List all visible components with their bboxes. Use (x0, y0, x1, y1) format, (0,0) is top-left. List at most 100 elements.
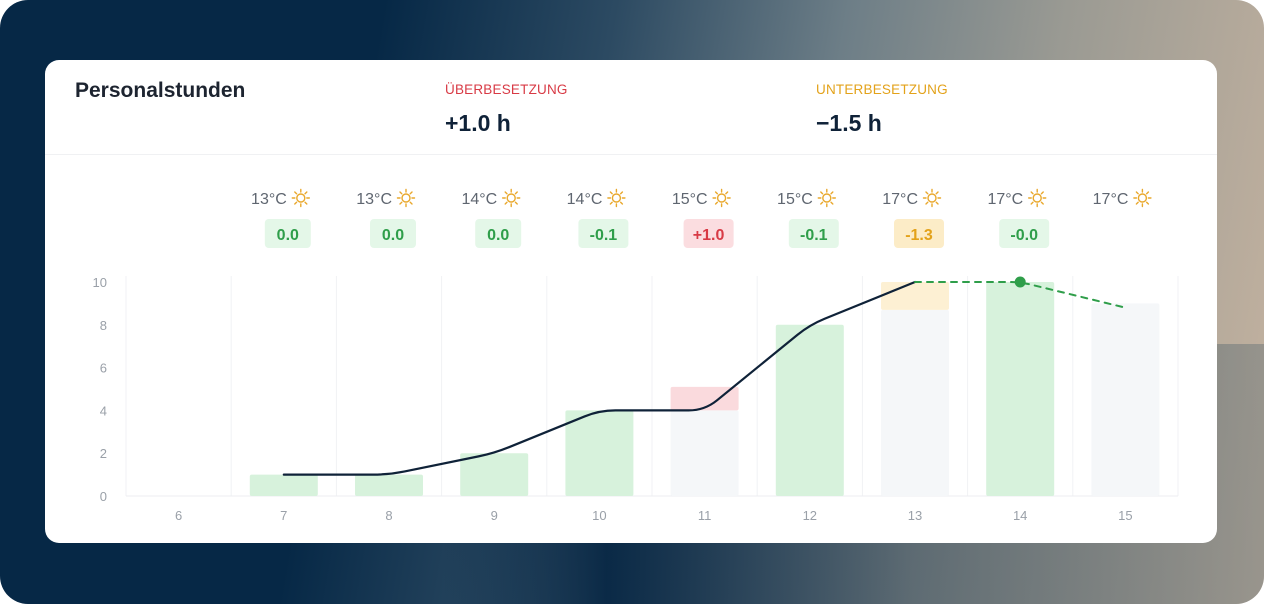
x-tick-label: 6 (175, 508, 182, 523)
staffed-bar (355, 474, 423, 496)
sun-ray (830, 191, 834, 195)
overstaffing-label: ÜBERBESETZUNG (445, 82, 568, 97)
x-tick-label: 15 (1118, 508, 1132, 523)
sun-ray (1030, 201, 1034, 205)
temperature-label: 15°C (672, 191, 708, 208)
y-tick-label: 8 (100, 318, 107, 333)
y-tick-label: 2 (100, 446, 107, 461)
understaffed-segment (881, 282, 949, 310)
y-tick-label: 4 (100, 403, 107, 418)
sun-ray (619, 201, 624, 205)
sun-core (822, 193, 832, 203)
demand-line (282, 280, 917, 476)
delta-badge-value: 0.0 (487, 227, 509, 244)
sun-ray (725, 191, 729, 195)
x-tick-label: 9 (491, 508, 498, 523)
x-tick-label: 13 (908, 508, 922, 523)
staffed-bar (775, 324, 844, 496)
delta-badge: -0.0 (999, 219, 1050, 248)
sun-ray (409, 201, 413, 205)
sun-ray (830, 201, 834, 205)
delta-badge: -0.1 (578, 219, 629, 248)
sun-core (1032, 193, 1042, 203)
delta-badge-value: -0.0 (1010, 227, 1038, 244)
sun-icon (1028, 188, 1047, 208)
temperature-label: 17°C (1093, 191, 1129, 208)
temperature-label: 14°C (567, 191, 603, 208)
delta-badge-value: 0.0 (382, 227, 404, 244)
delta-badge: 0.0 (370, 219, 416, 248)
delta-badge-bg (788, 219, 839, 248)
sun-ray (399, 191, 403, 195)
delta-badge-bg (894, 219, 944, 248)
sun-ray (1135, 201, 1139, 205)
delta-badge: -1.3 (894, 219, 944, 248)
temperature-label: 15°C (777, 191, 813, 208)
sun-core (716, 193, 727, 203)
sun-ray (304, 191, 308, 195)
sun-ray (409, 191, 413, 195)
sun-icon (396, 188, 416, 208)
sun-icon (291, 188, 310, 208)
x-tick-label: 11 (698, 508, 712, 523)
temperature-label: 13°C (356, 191, 392, 208)
sun-core (401, 193, 411, 203)
y-tick-label: 0 (100, 489, 107, 504)
sun-ray (1145, 191, 1150, 195)
sun-ray (514, 201, 518, 205)
delta-badge-bg (475, 219, 522, 248)
delta-badge-value: -1.3 (905, 227, 933, 244)
sun-ray (294, 191, 298, 195)
delta-badge-bg (578, 219, 629, 248)
x-tick-label: 8 (385, 508, 392, 523)
sun-ray (609, 191, 613, 195)
delta-badge-bg (370, 219, 416, 248)
sun-icon (817, 188, 836, 208)
delta-badge: +1.0 (683, 219, 734, 248)
sun-ray (609, 201, 613, 205)
sun-ray (925, 201, 929, 205)
sun-core (927, 193, 937, 203)
card-title: Personalstunden (75, 79, 246, 102)
forecast-marker (1014, 276, 1026, 288)
overstaffed-segment (670, 386, 739, 411)
temperature-label: 14°C (461, 191, 497, 208)
staff-hours-card: Personalstunden ÜBERBESETZUNG +1.0 h UNT… (45, 60, 1217, 543)
sun-icon (607, 188, 626, 208)
delta-badge-bg (999, 219, 1050, 248)
temperature-label: 13°C (251, 191, 287, 208)
overstaffing-value: +1.0 h (445, 110, 511, 136)
delta-badge-value: -0.1 (590, 227, 618, 244)
header-divider (45, 154, 1217, 155)
sun-core (1137, 193, 1148, 203)
x-tick-label: 10 (592, 508, 606, 523)
sun-ray (304, 201, 308, 205)
staffed-bar (1091, 303, 1160, 496)
temperature-label: 17°C (882, 191, 918, 208)
sun-ray (399, 201, 403, 205)
staffed-bar (460, 453, 529, 496)
sun-ray (1135, 191, 1139, 195)
sun-icon (712, 188, 731, 208)
sun-core (506, 193, 516, 203)
sun-ray (619, 191, 624, 195)
sun-ray (725, 201, 729, 205)
staff-hours-chart: 0 2 4 6 8 10 6 7 8 9 10 11 12 13 14 15 13°C 0.0 13°C 0.0 14°… (93, 188, 1179, 523)
staffed-bar (881, 309, 949, 496)
sun-ray (504, 191, 508, 195)
delta-badge: 0.0 (475, 219, 522, 248)
sun-ray (925, 191, 929, 195)
staffed-bar (249, 474, 318, 496)
x-tick-label: 7 (280, 508, 287, 523)
staffed-bar (565, 410, 634, 496)
sun-ray (820, 201, 824, 205)
sun-ray (714, 191, 719, 195)
sun-core (296, 193, 306, 203)
delta-badge-value: -0.1 (800, 227, 828, 244)
sun-ray (714, 201, 719, 205)
delta-badge: -0.1 (788, 219, 839, 248)
sun-ray (514, 191, 518, 195)
staffed-bar (670, 410, 739, 496)
understaffing-label: UNTERBESETZUNG (816, 82, 948, 97)
temperature-label: 17°C (987, 191, 1023, 208)
